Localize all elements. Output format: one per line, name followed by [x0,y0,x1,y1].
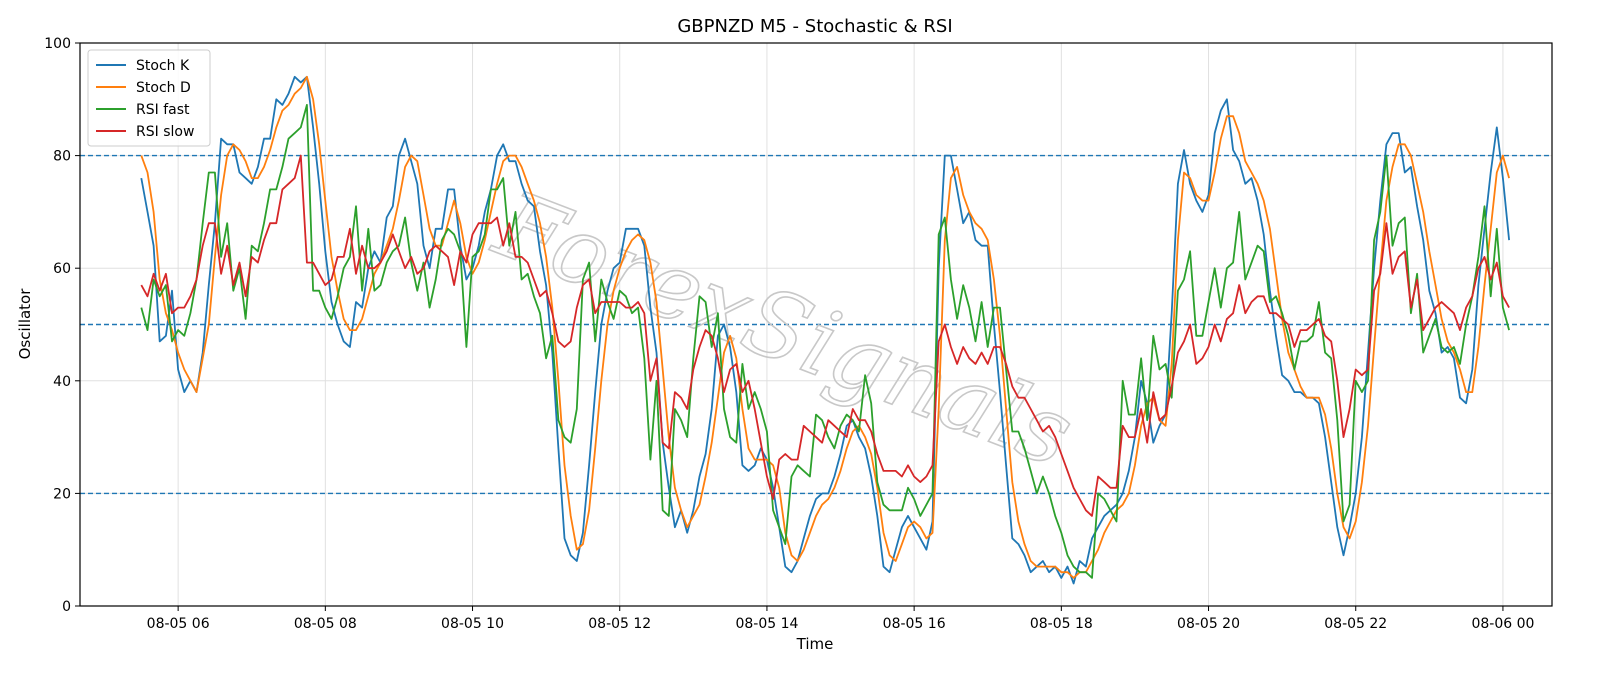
x-tick-label: 08-05 18 [1030,616,1093,632]
x-tick-label: 08-05 06 [147,616,210,632]
series-lines [140,75,1510,585]
y-axis: 0 20 40 60 80 100 [44,36,80,615]
x-tick-label: 08-05 22 [1324,616,1387,632]
chart-title: GBPNZD M5 - Stochastic & RSI [677,16,952,37]
x-tick-label: 08-05 08 [294,616,357,632]
x-tick-label: 08-06 00 [1471,616,1534,632]
y-tick-label: 60 [53,261,71,277]
y-tick-label: 40 [53,374,71,390]
y-tick-label: 20 [53,486,71,502]
legend-box [87,49,211,147]
y-tick-label: 0 [62,599,71,615]
legend-label: RSI slow [136,124,194,140]
legend: Stoch K Stoch D RSI fast RSI slow [87,49,211,147]
x-tick-label: 08-05 12 [588,616,651,632]
plot-area-frame [79,42,1553,607]
x-tick-label: 08-05 16 [883,616,946,632]
legend-label: RSI fast [136,102,190,118]
series-line-stoch-k [140,75,1510,585]
reference-lines [80,154,1552,495]
legend-label: Stoch D [136,80,191,96]
y-tick-label: 100 [44,36,71,52]
y-tick-label: 80 [53,149,71,165]
x-axis: 08-05 06 08-05 08 08-05 10 08-05 12 08-05 14… [147,606,1534,632]
x-tick-label: 08-05 20 [1177,616,1240,632]
y-axis-title: Oscillator [16,288,34,360]
legend-label: Stoch K [136,58,190,74]
x-axis-title: Time [796,635,834,653]
x-tick-label: 08-05 14 [735,616,798,632]
series-line-rsi-slow [140,154,1510,517]
x-tick-label: 08-05 10 [441,616,504,632]
